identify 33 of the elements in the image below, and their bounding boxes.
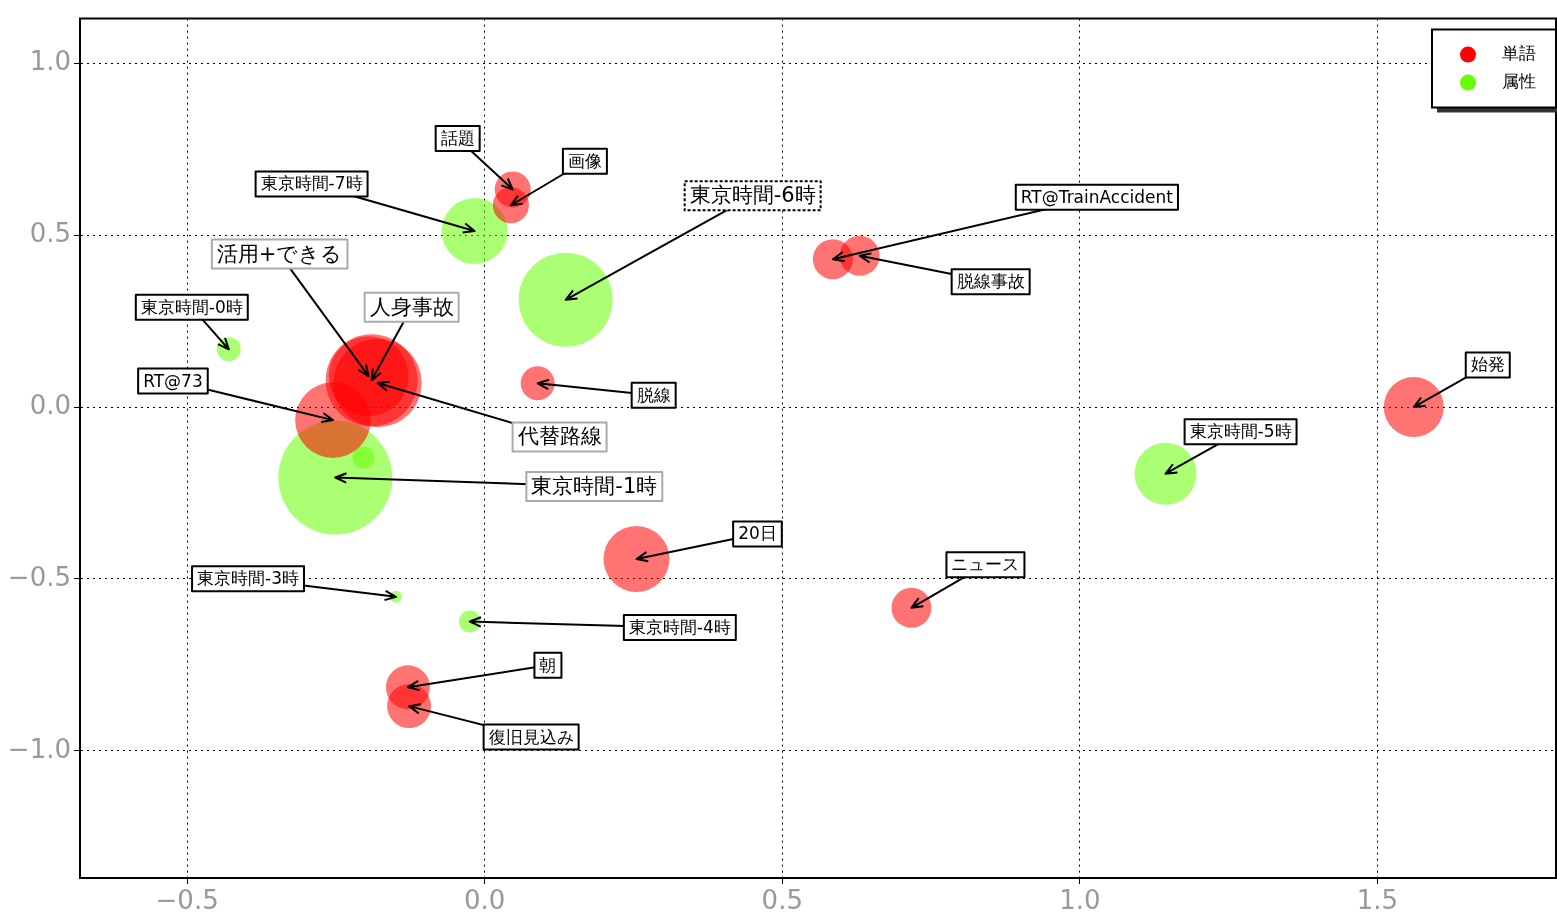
x-tick-label: 0.5	[761, 885, 803, 912]
annotation: 東京時間-5時	[1189, 421, 1292, 442]
annotation: 脱線事故	[956, 271, 1025, 292]
x-tick-label: 1.5	[1356, 885, 1399, 912]
annotation: 代替路線	[516, 424, 602, 449]
annotation: 東京時間-0時	[140, 296, 243, 317]
annotation: 始発	[1470, 354, 1505, 375]
annotation: 東京時間-4時	[628, 616, 731, 637]
annotation: 活用+できる	[216, 241, 343, 266]
y-tick-label: −0.5	[7, 561, 71, 592]
annotation: 東京時間-7時	[260, 173, 363, 194]
annotation: RT@TrainAccident	[1020, 186, 1174, 207]
annotation: 東京時間-6時	[689, 183, 816, 208]
annotation: 朝	[539, 654, 557, 675]
x-tick-label: 0.0	[464, 885, 506, 912]
annotation: 脱線	[636, 384, 671, 405]
annotation: 画像	[567, 150, 602, 171]
x-tick-label: −0.5	[155, 885, 219, 912]
annotation: 20日	[738, 523, 777, 544]
annotation: 人身事故	[369, 294, 454, 319]
x-tick-label: 1.0	[1059, 885, 1101, 912]
annotation: 復旧見込み	[488, 726, 574, 747]
annotation: 話題	[440, 127, 475, 148]
y-tick-label: 0.0	[29, 389, 71, 420]
annotation: ニュース	[951, 554, 1020, 575]
y-tick-label: 1.0	[29, 46, 71, 77]
y-tick-label: −1.0	[7, 733, 71, 764]
legend-label: 属性	[1502, 71, 1536, 92]
y-tick-label: 0.5	[29, 217, 71, 248]
annotation: 東京時間-3時	[197, 568, 300, 589]
annotation: RT@73	[143, 370, 203, 391]
annotation: 東京時間-1時	[531, 473, 658, 498]
legend-label: 単語	[1502, 43, 1536, 64]
